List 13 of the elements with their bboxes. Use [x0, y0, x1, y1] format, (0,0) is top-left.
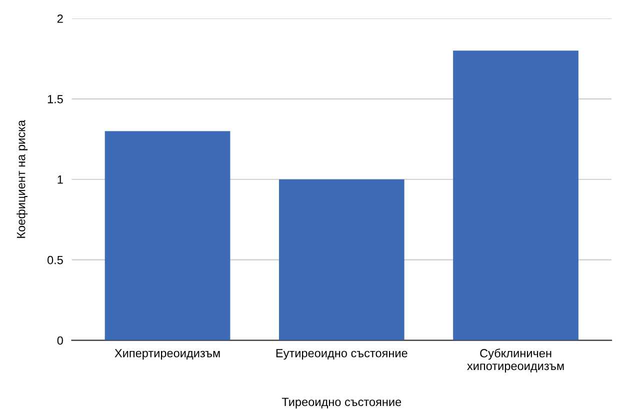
- x-tick-label: Еутиреоидно състояние: [276, 349, 408, 360]
- y-tick-label: 1: [58, 176, 63, 184]
- bar: [453, 50, 578, 340]
- bar: [278, 179, 404, 340]
- x-tick-label: Субклиничен хипотиреоидизъм: [467, 348, 564, 372]
- y-tick-label: 0.5: [47, 256, 63, 264]
- x-tick-label: Хипертиреоидизъм: [114, 349, 220, 360]
- y-tick-label: 1.5: [48, 95, 63, 104]
- x-axis-title: Тиреоидно състояние: [282, 398, 402, 408]
- y-tick-label: 2: [57, 14, 63, 23]
- bar: [104, 131, 230, 340]
- y-axis-title: Коефициент на риска: [16, 120, 28, 238]
- y-tick-label: 0: [57, 336, 63, 345]
